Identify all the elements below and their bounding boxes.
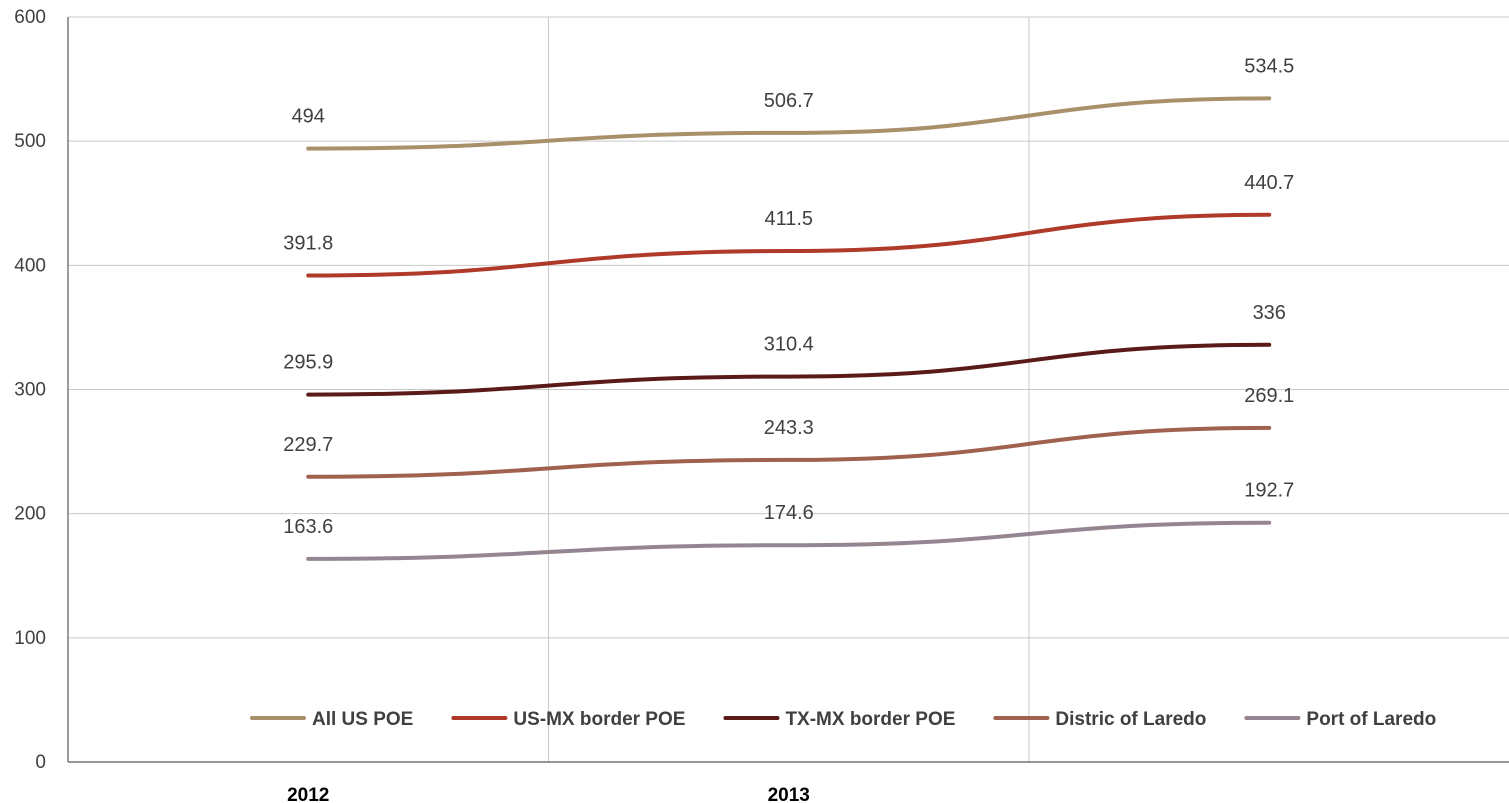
data-label: 336 xyxy=(1253,302,1286,324)
legend-label: TX-MX border POE xyxy=(785,709,955,730)
legend-label: Port of Laredo xyxy=(1306,709,1436,730)
legend-item: All US POE xyxy=(250,709,413,730)
data-labels: 494 506.7 534.5 391.8 411.5 440.7 295.9 310.4 33… xyxy=(283,55,1294,538)
data-label: 494 xyxy=(292,106,325,128)
data-label: 243.3 xyxy=(764,417,814,439)
series-line xyxy=(306,342,1272,397)
legend-item: TX-MX border POE xyxy=(723,709,955,730)
data-label: 163.6 xyxy=(283,516,333,538)
data-label: 174.6 xyxy=(764,502,814,524)
data-label: 192.7 xyxy=(1244,480,1294,502)
data-label: 295.9 xyxy=(283,352,333,374)
data-label: 411.5 xyxy=(764,208,813,230)
legend-label: US-MX border POE xyxy=(513,709,685,730)
y-tick-label: 300 xyxy=(14,380,46,401)
y-tick-label: 0 xyxy=(35,752,46,773)
series-line xyxy=(306,425,1272,479)
legend-item: US-MX border POE xyxy=(451,709,685,730)
x-tick-label: 2012 xyxy=(287,785,329,803)
data-label: 391.8 xyxy=(283,233,333,255)
data-label: 310.4 xyxy=(764,334,814,356)
series-line xyxy=(306,212,1272,278)
series-line xyxy=(306,96,1272,151)
y-tick-label: 200 xyxy=(14,504,46,525)
y-axis-ticks: 0 100 200 300 400 500 600 xyxy=(14,7,46,773)
legend-label: Distric of Laredo xyxy=(1055,709,1206,730)
data-label: 269.1 xyxy=(1244,385,1294,407)
x-axis-ticks: 2012 2013 xyxy=(287,785,810,803)
grid xyxy=(67,16,1509,763)
y-tick-label: 500 xyxy=(14,131,46,152)
data-label: 229.7 xyxy=(283,434,333,456)
y-tick-label: 400 xyxy=(14,255,46,276)
data-label: 534.5 xyxy=(1244,55,1294,77)
legend-label: All US POE xyxy=(312,709,413,730)
legend: All US POE US-MX border POE TX-MX border P… xyxy=(250,709,1436,730)
series-line xyxy=(306,520,1272,561)
legend-item: Port of Laredo xyxy=(1244,709,1436,730)
x-tick-label: 2013 xyxy=(768,785,810,803)
data-label: 440.7 xyxy=(1244,172,1294,194)
y-tick-label: 600 xyxy=(14,7,46,28)
series-lines xyxy=(306,96,1272,561)
legend-item: Distric of Laredo xyxy=(993,709,1206,730)
y-tick-label: 100 xyxy=(14,628,46,649)
data-label: 506.7 xyxy=(764,90,814,112)
